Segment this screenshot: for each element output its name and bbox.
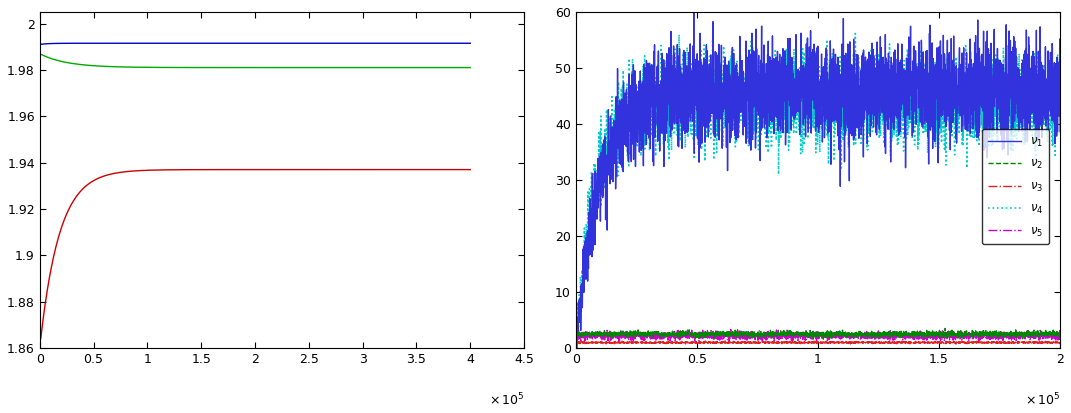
- $\nu_3$: [1054, 341, 1067, 346]
- $\nu_3$: [624, 340, 637, 345]
- $\nu_4$: [1054, 94, 1067, 99]
- $\nu_2$: [624, 332, 637, 337]
- Line: $\nu_5$: $\nu_5$: [576, 329, 1060, 342]
- $\nu_4$: [653, 121, 666, 126]
- $\nu_3$: [950, 342, 963, 347]
- $\nu_3$: [570, 339, 583, 344]
- $\nu_5$: [653, 332, 666, 337]
- $\nu_4$: [624, 118, 637, 123]
- Text: $\times\,10^5$: $\times\,10^5$: [488, 392, 524, 408]
- $\nu_5$: [755, 338, 768, 343]
- $\nu_2$: [1054, 332, 1067, 337]
- $\nu_1$: [688, 9, 700, 14]
- $\nu_4$: [992, 106, 1005, 111]
- $\nu_2$: [1044, 332, 1057, 337]
- Line: $\nu_2$: $\nu_2$: [576, 328, 1060, 339]
- $\nu_2$: [689, 337, 702, 342]
- Line: $\nu_4$: $\nu_4$: [576, 33, 1060, 348]
- $\nu_3$: [1044, 340, 1057, 345]
- $\nu_2$: [570, 331, 583, 336]
- $\nu_1$: [755, 24, 768, 28]
- $\nu_3$: [776, 340, 789, 345]
- $\nu_5$: [776, 333, 789, 338]
- $\nu_1$: [624, 92, 637, 97]
- $\nu_2$: [653, 333, 666, 338]
- $\nu_3$: [755, 340, 768, 345]
- $\nu_4$: [570, 346, 583, 351]
- $\nu_4$: [776, 77, 789, 82]
- Text: $\times\,10^5$: $\times\,10^5$: [1025, 392, 1060, 408]
- $\nu_5$: [781, 326, 794, 331]
- $\nu_1$: [653, 149, 666, 154]
- $\nu_1$: [992, 58, 1005, 63]
- $\nu_1$: [1054, 129, 1067, 134]
- $\nu_2$: [938, 326, 951, 331]
- $\nu_5$: [570, 336, 583, 341]
- $\nu_1$: [570, 346, 583, 351]
- $\nu_3$: [719, 338, 731, 343]
- $\nu_2$: [993, 332, 1006, 337]
- $\nu_5$: [613, 340, 625, 345]
- $\nu_5$: [993, 335, 1006, 340]
- $\nu_1$: [1044, 94, 1057, 99]
- $\nu_4$: [755, 106, 768, 111]
- $\nu_4$: [1044, 83, 1057, 88]
- $\nu_3$: [993, 340, 1006, 345]
- $\nu_3$: [653, 339, 666, 344]
- $\nu_2$: [776, 332, 789, 337]
- Line: $\nu_3$: $\nu_3$: [576, 341, 1060, 344]
- $\nu_5$: [1044, 331, 1057, 336]
- $\nu_1$: [776, 92, 789, 97]
- $\nu_2$: [755, 332, 768, 337]
- Legend: $\nu_1$, $\nu_2$, $\nu_3$, $\nu_4$, $\nu_5$: $\nu_1$, $\nu_2$, $\nu_3$, $\nu_4$, $\nu…: [982, 129, 1050, 244]
- Line: $\nu_1$: $\nu_1$: [576, 12, 1060, 348]
- $\nu_5$: [1054, 335, 1067, 339]
- $\nu_5$: [624, 338, 637, 343]
- $\nu_4$: [849, 31, 862, 36]
